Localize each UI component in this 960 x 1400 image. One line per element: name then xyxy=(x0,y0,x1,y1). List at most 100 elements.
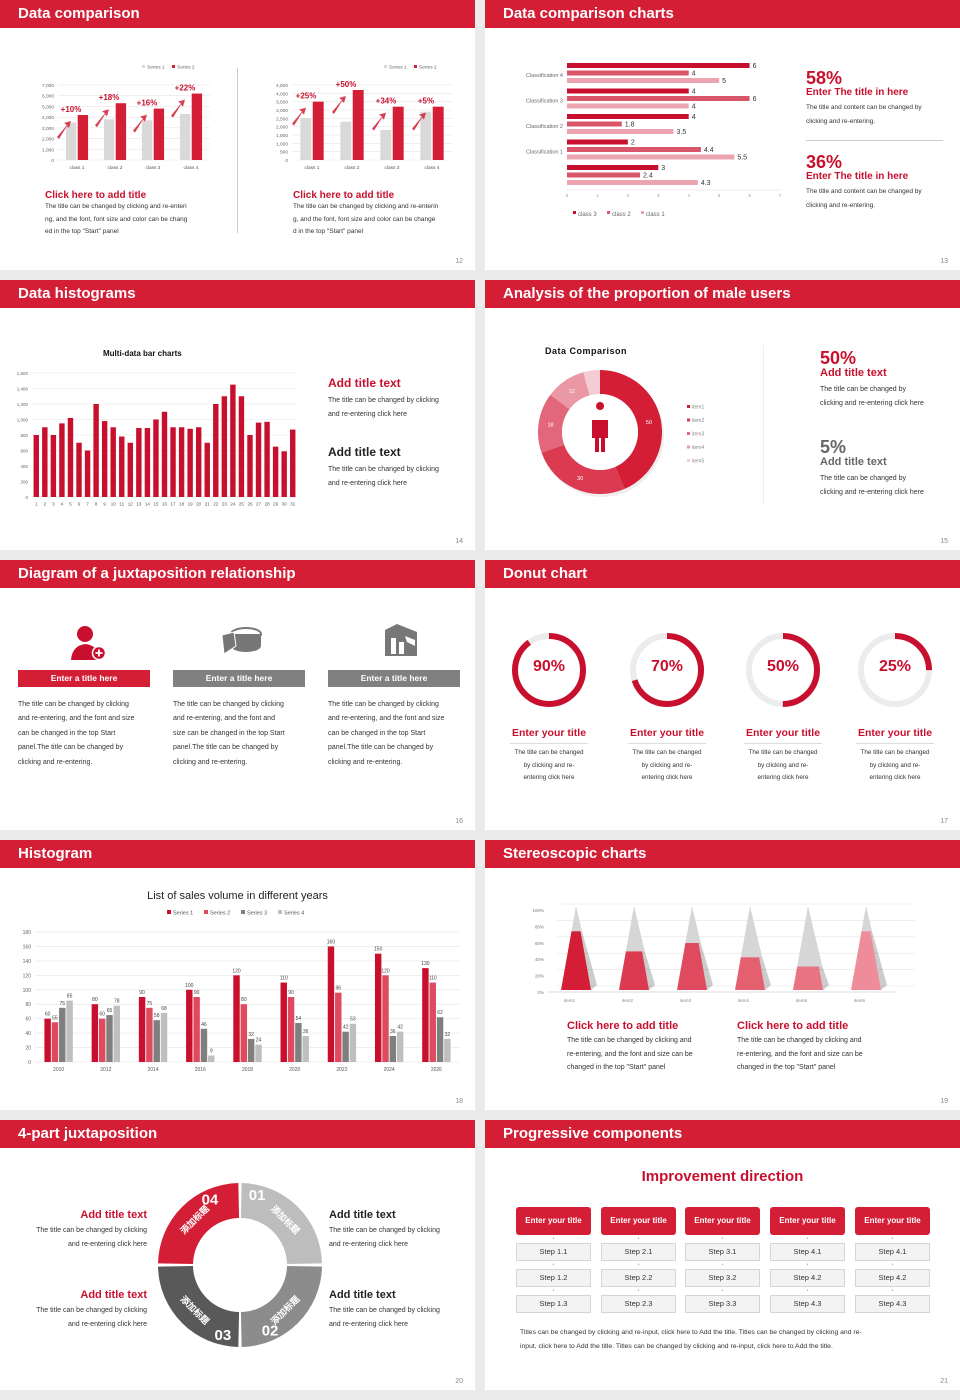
y-tick-label: 7,000 xyxy=(42,83,54,89)
text-block-04[interactable]: Add title text The title can be changed … xyxy=(36,1209,147,1251)
column-title-button[interactable]: Enter your title xyxy=(601,1207,676,1235)
step-box[interactable]: Step 4.3 xyxy=(770,1295,845,1313)
slide-21[interactable]: Progressive components Improvement direc… xyxy=(485,1120,960,1390)
donut-item[interactable]: 25% Enter your title The title can be ch… xyxy=(835,630,955,785)
data-label: 58 xyxy=(154,1013,160,1019)
step-box[interactable]: Step 4.1 xyxy=(770,1243,845,1261)
column-title-button[interactable]: Enter your title xyxy=(516,1207,591,1235)
column-title-3[interactable]: Enter a title here xyxy=(328,670,460,687)
step-box[interactable]: Step 3.1 xyxy=(685,1243,760,1261)
stat-block-1[interactable]: 58% Enter The title in here The title an… xyxy=(806,68,941,128)
text-block-2[interactable]: Click here to add title The title can be… xyxy=(293,190,438,239)
step-box[interactable]: Step 1.1 xyxy=(516,1243,591,1261)
x-tick-label: 25 xyxy=(239,502,245,507)
item-title: Enter your title xyxy=(857,727,933,739)
slide-15[interactable]: Analysis of the proportion of male users… xyxy=(485,280,960,550)
donut-item[interactable]: 90% Enter your title The title can be ch… xyxy=(489,630,609,785)
slide-13[interactable]: Data comparison charts Classification 4 6… xyxy=(485,0,960,270)
text-block-01[interactable]: Add title text The title can be changed … xyxy=(329,1209,440,1251)
y-tick-label: 1,500 xyxy=(276,133,288,139)
slide-14[interactable]: Data histograms Multi-data bar charts 0 2… xyxy=(0,280,475,550)
y-tick-label: 2,000 xyxy=(42,137,54,143)
donut-slice xyxy=(600,370,662,489)
y-tick-label: 120 xyxy=(23,973,32,979)
stat-title: Add title text xyxy=(820,456,887,468)
body-line: clicking and re-entering click here xyxy=(820,488,924,496)
slide-17[interactable]: Donut chart 90% Enter your title The tit… xyxy=(485,560,960,830)
slide-20[interactable]: 4-part juxtaposition 添加标题 01 添加标题 02 添加标题 03 添… xyxy=(0,1120,475,1390)
bar xyxy=(335,992,342,1062)
text-block-1[interactable]: Click here to add title The title can be… xyxy=(45,190,187,239)
donut-item[interactable]: 50% Enter your title The title can be ch… xyxy=(723,630,843,785)
body-line: The title can be changed by clicking and… xyxy=(293,203,439,210)
text-block-02[interactable]: Add title text The title can be changed … xyxy=(329,1289,440,1331)
bar xyxy=(178,427,185,497)
x-tick-label: 31 xyxy=(290,502,296,507)
step-box[interactable]: Step 2.3 xyxy=(601,1295,676,1313)
body-line: The title can be changed by clicking xyxy=(36,1307,147,1314)
stat-block-2[interactable]: 5% Add title text The title can be chang… xyxy=(820,437,924,499)
slide-19[interactable]: Stereoscopic charts 0% 20% 40% 60% 80% 100% it… xyxy=(485,840,960,1110)
bar xyxy=(327,946,335,1062)
text-block-2[interactable]: Add title text The title can be changed … xyxy=(328,445,439,490)
x-tick-label: item3 xyxy=(680,998,692,1003)
connector-dot: • xyxy=(806,1236,809,1242)
x-tick-label: class 3 xyxy=(146,165,161,171)
bar xyxy=(179,113,191,160)
bar xyxy=(444,1038,451,1062)
pyramid-side xyxy=(870,931,887,990)
column-title-2[interactable]: Enter a title here xyxy=(173,670,305,687)
column-title-button[interactable]: Enter your title xyxy=(855,1207,930,1235)
step-box[interactable]: Step 4.2 xyxy=(855,1269,930,1287)
y-tick-label: 40% xyxy=(535,957,544,962)
bar xyxy=(300,118,312,160)
legend-label: Series 3 xyxy=(247,911,267,917)
x-tick-label: 11 xyxy=(119,502,124,507)
step-box[interactable]: Step 4.1 xyxy=(855,1243,930,1261)
slide-12[interactable]: Data comparison 0 1,000 2,000 3,000 4,000 5,0… xyxy=(0,0,475,270)
ring-percent: 25% xyxy=(878,658,912,675)
text-block-03[interactable]: Add title text The title can be changed … xyxy=(36,1289,147,1331)
bar xyxy=(101,421,108,497)
step-box[interactable]: Step 1.2 xyxy=(516,1269,591,1287)
step-box[interactable]: Step 4.2 xyxy=(770,1269,845,1287)
step-box[interactable]: Step 1.3 xyxy=(516,1295,591,1313)
text-block-1[interactable]: Click here to add title The title can be… xyxy=(567,1020,693,1075)
y-tick-label: 3,500 xyxy=(276,100,288,106)
bar xyxy=(567,165,659,170)
block-title: Add title text xyxy=(329,1209,396,1221)
body-line: and re-entering, and the font and size xyxy=(18,715,135,723)
page-number: 12 xyxy=(455,258,463,265)
slide-18[interactable]: Histogram List of sales volume in differ… xyxy=(0,840,475,1110)
slide-16[interactable]: Diagram of a juxtaposition relationship … xyxy=(0,560,475,830)
bar xyxy=(429,982,436,1062)
x-tick-label: 8 xyxy=(95,502,98,507)
step-box[interactable]: Step 3.3 xyxy=(685,1295,760,1313)
page-number: 13 xyxy=(940,258,948,265)
text-block-1[interactable]: Add title text The title can be changed … xyxy=(328,376,439,421)
x-tick-label: item4 xyxy=(738,998,750,1003)
x-tick-label: 21 xyxy=(205,502,211,507)
text-block-2[interactable]: Click here to add title The title can be… xyxy=(737,1020,863,1075)
x-tick-label: 6 xyxy=(748,193,751,198)
ring-progress xyxy=(512,633,586,707)
step-box[interactable]: Step 2.1 xyxy=(601,1243,676,1261)
column-title-button[interactable]: Enter your title xyxy=(685,1207,760,1235)
column-title-1[interactable]: Enter a title here xyxy=(18,670,150,687)
column-title-button[interactable]: Enter your title xyxy=(770,1207,845,1235)
step-box[interactable]: Step 3.2 xyxy=(685,1269,760,1287)
legend-swatch xyxy=(687,418,690,422)
step-box[interactable]: Step 4.3 xyxy=(855,1295,930,1313)
pyramid-top xyxy=(740,906,763,958)
x-tick-label: 2020 xyxy=(289,1067,300,1073)
step-box[interactable]: Step 2.2 xyxy=(601,1269,676,1287)
y-tick-label: 100% xyxy=(532,908,544,913)
donut-item[interactable]: 70% Enter your title The title can be ch… xyxy=(607,630,727,785)
stat-block-2[interactable]: 36% Enter The title in here The title an… xyxy=(806,152,941,212)
body-line: entering click here xyxy=(641,774,693,781)
stat-block-1[interactable]: 50% Add title text The title can be chan… xyxy=(820,348,924,410)
data-label: 90 xyxy=(288,990,294,996)
data-label: 32 xyxy=(445,1032,451,1038)
body-line: can be changed in the top Start xyxy=(328,729,426,737)
